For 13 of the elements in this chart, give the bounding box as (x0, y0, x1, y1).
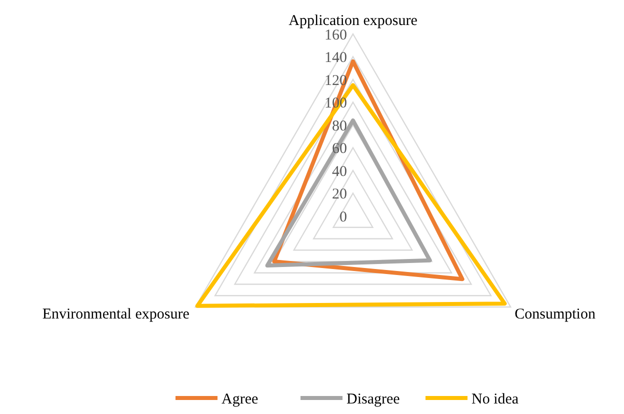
legend-label: Disagree (346, 391, 400, 408)
y-tick-label: 80 (332, 118, 347, 134)
spoke-label: Consumption (514, 306, 596, 322)
y-tick-label: 40 (332, 164, 347, 180)
spoke-label: Environmental exposure (42, 306, 190, 322)
legend-label: No idea (472, 391, 519, 408)
spoke-label: Application exposure (288, 13, 418, 29)
y-tick-label: 140 (324, 50, 347, 66)
y-tick-label: 60 (332, 141, 347, 157)
y-tick-label: 20 (332, 186, 347, 202)
y-tick-label: 160 (324, 27, 347, 44)
y-tick-label: 0 (340, 209, 347, 226)
legend-label: Agree (222, 391, 258, 408)
